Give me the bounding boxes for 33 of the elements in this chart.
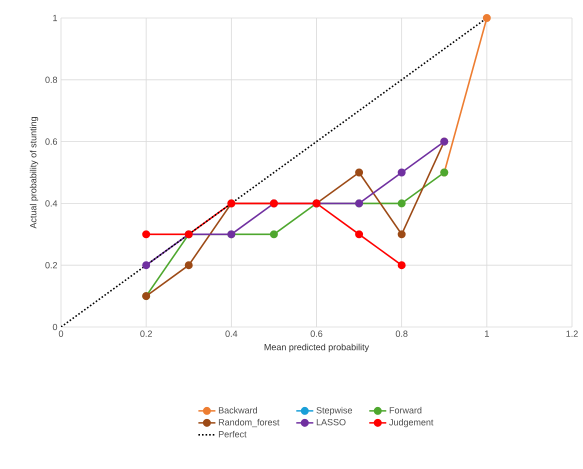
x-tick-label: 0.4 xyxy=(225,330,238,337)
point xyxy=(398,261,406,270)
x-axis-title: Mean predicted probability xyxy=(264,344,370,352)
y-tick-label: 0.4 xyxy=(45,200,58,207)
point xyxy=(142,230,150,238)
legend-label: Random_forest xyxy=(218,418,280,428)
x-tick-label: 0 xyxy=(58,330,64,337)
y-tick-label: 0.6 xyxy=(45,138,58,145)
point xyxy=(398,230,406,238)
point xyxy=(184,261,193,270)
x-tick-label: 0.2 xyxy=(140,330,152,337)
y-tick-label: 0.8 xyxy=(45,76,58,83)
legend-label: LASSO xyxy=(316,418,346,426)
point xyxy=(355,230,364,238)
legend-label: Judgement xyxy=(389,418,434,428)
y-tick-label: 1 xyxy=(53,14,58,22)
point xyxy=(398,168,406,176)
y-tick-label: 0.2 xyxy=(45,262,58,268)
point xyxy=(270,230,278,238)
point xyxy=(482,14,491,22)
y-axis-title: Actual probability of stunting xyxy=(30,117,38,229)
legend-label: Forward xyxy=(390,406,422,414)
x-tick-label: 0.6 xyxy=(310,330,322,337)
y-tick-label: 0 xyxy=(52,324,58,330)
x-tick-label: 0.8 xyxy=(396,330,408,337)
legend-label: Perfect xyxy=(218,430,247,438)
legend-label: Stepwise xyxy=(316,406,352,416)
x-tick-label: 1 xyxy=(485,330,489,337)
point xyxy=(398,199,406,208)
x-tick-label: 1.2 xyxy=(566,330,578,337)
legend-label: Backward xyxy=(218,406,257,414)
point xyxy=(355,168,364,176)
point xyxy=(142,261,150,270)
